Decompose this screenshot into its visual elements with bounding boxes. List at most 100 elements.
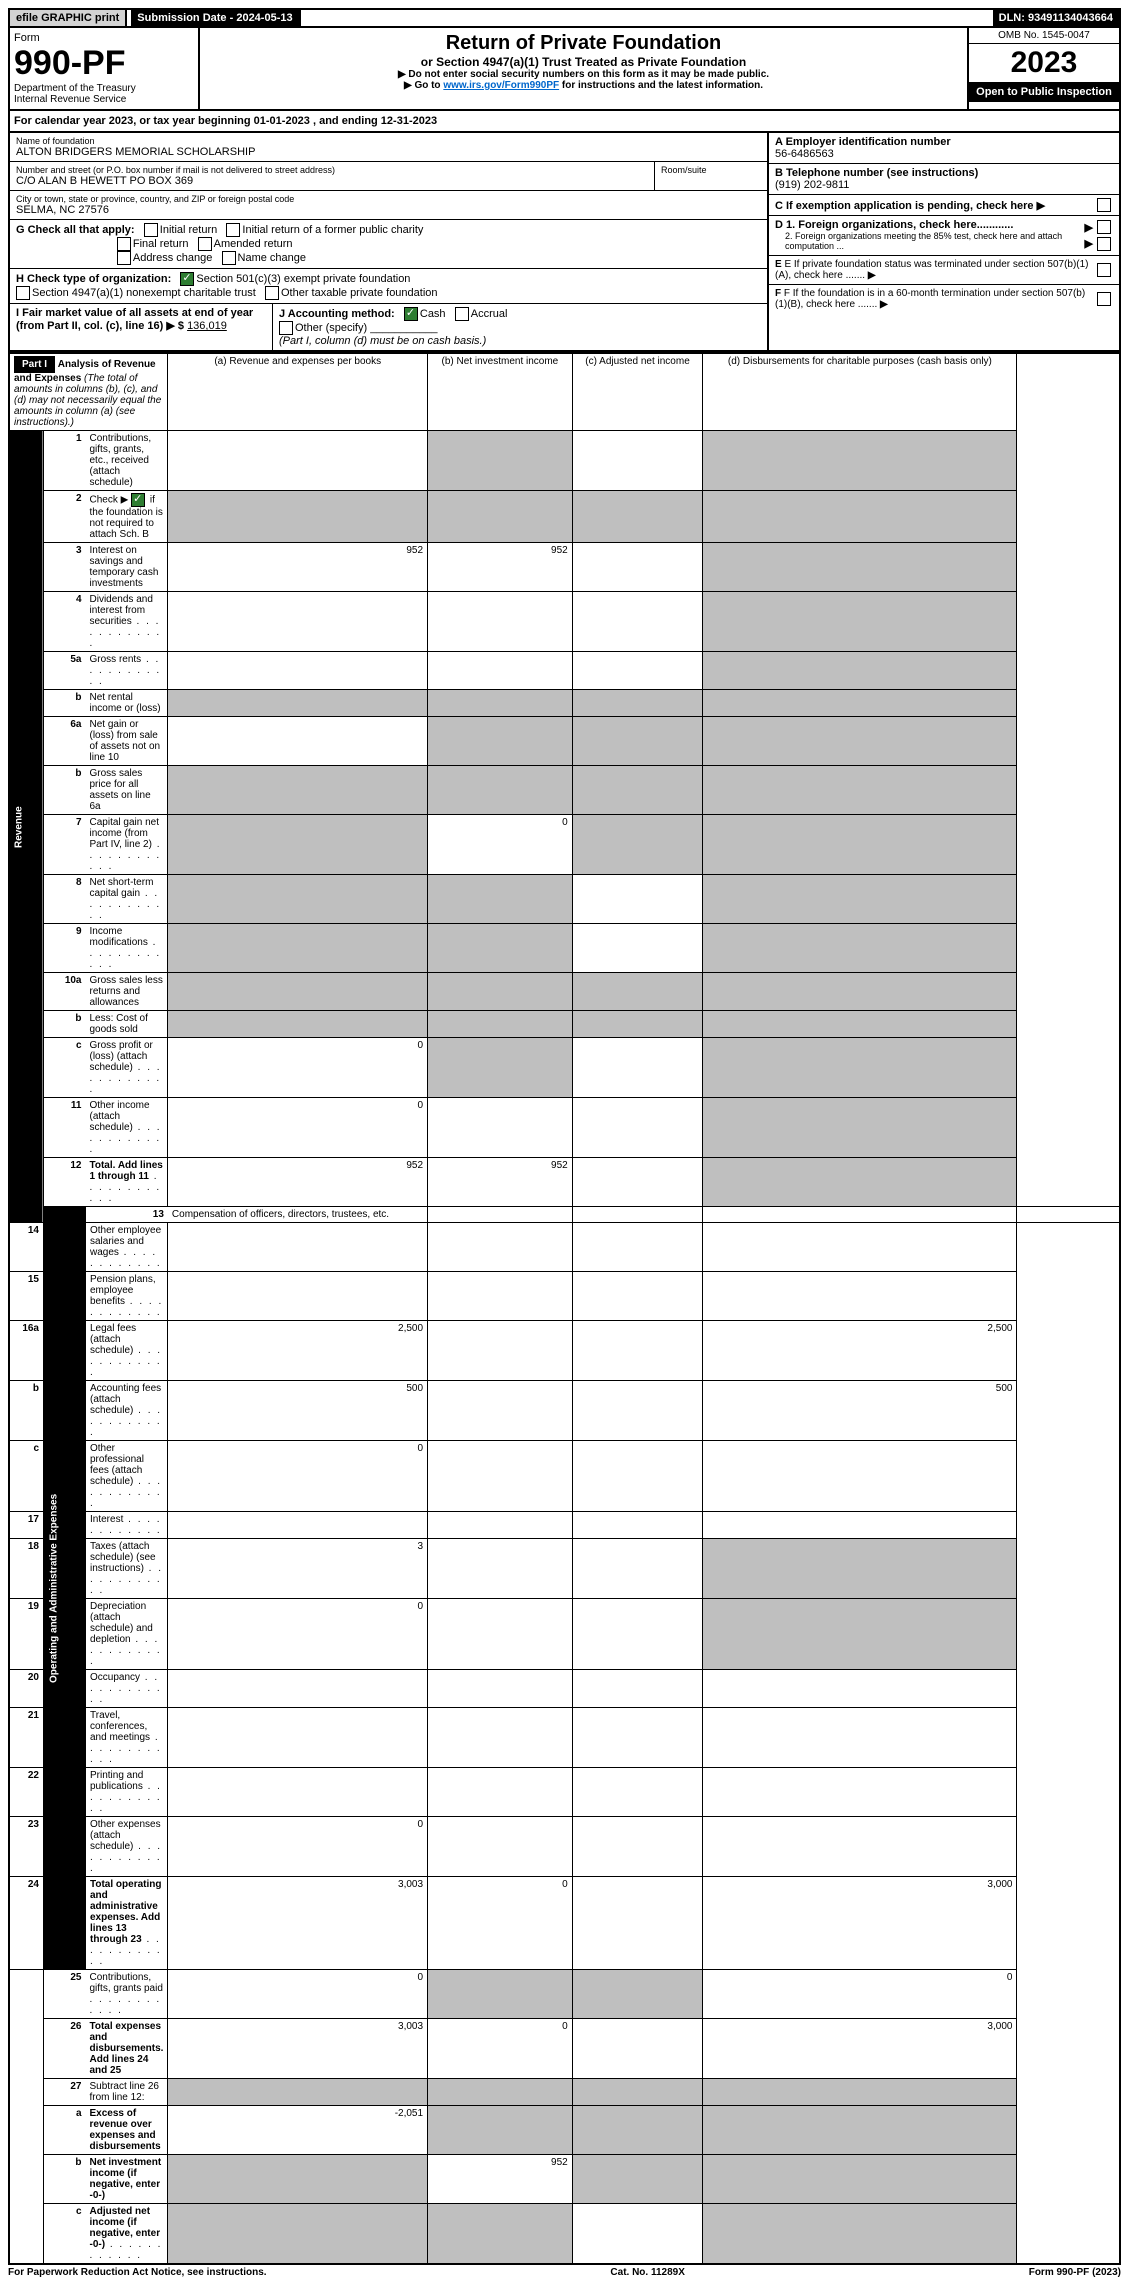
j-accrual: Accrual	[471, 308, 508, 320]
form-number: 990-PF	[14, 44, 194, 83]
part1-label: Part I	[14, 356, 55, 373]
line-3: Interest on savings and temporary cash i…	[86, 543, 168, 592]
subdate-label: Submission Date -	[137, 12, 236, 24]
col-b-header: (b) Net investment income	[428, 353, 573, 431]
irs-label: Internal Revenue Service	[14, 94, 194, 105]
section-h: H Check type of organization: Section 50…	[10, 269, 767, 304]
line-27b-b: 952	[428, 2155, 573, 2204]
g-opt-0: Initial return	[160, 224, 217, 236]
city-value: SELMA, NC 27576	[16, 204, 761, 216]
line-3-a: 952	[168, 543, 428, 592]
line-11: Other income (attach schedule)	[86, 1098, 168, 1158]
fmv-value: 136,019	[187, 320, 227, 332]
line-23-a: 0	[168, 1817, 428, 1877]
submission-date: Submission Date - 2024-05-13	[131, 10, 300, 26]
address-change-checkbox[interactable]	[117, 251, 131, 265]
calendar-year-line: For calendar year 2023, or tax year begi…	[8, 111, 1121, 133]
room-label: Room/suite	[661, 165, 761, 175]
schb-checkbox[interactable]	[131, 493, 145, 507]
line-24-d: 3,000	[703, 1877, 1017, 1970]
line-19: Depreciation (attach schedule) and deple…	[86, 1599, 168, 1670]
f-checkbox[interactable]	[1097, 292, 1111, 306]
h-opt-1: Section 501(c)(3) exempt private foundat…	[196, 273, 410, 285]
line-27: Subtract line 26 from line 12:	[86, 2079, 168, 2106]
line-8: Net short-term capital gain	[86, 875, 168, 924]
d2-checkbox[interactable]	[1097, 237, 1111, 251]
address: C/O ALAN B HEWETT PO BOX 369	[16, 175, 648, 187]
line-27b: Net investment income (if negative, ente…	[86, 2155, 168, 2204]
header-right: OMB No. 1545-0047 2023 Open to Public In…	[967, 28, 1119, 109]
line-27a: Excess of revenue over expenses and disb…	[86, 2106, 168, 2155]
line-21: Travel, conferences, and meetings	[86, 1708, 168, 1768]
h-opt-3: Other taxable private foundation	[281, 287, 438, 299]
line-16a-a: 2,500	[168, 1321, 428, 1381]
line-16c-a: 0	[168, 1441, 428, 1512]
other-taxable-checkbox[interactable]	[265, 286, 279, 300]
addr-label: Number and street (or P.O. box number if…	[16, 165, 648, 175]
line-5a: Gross rents	[86, 652, 168, 690]
4947a1-checkbox[interactable]	[16, 286, 30, 300]
line-18-a: 3	[168, 1539, 428, 1599]
line-24-a: 3,003	[168, 1877, 428, 1970]
name-change-checkbox[interactable]	[222, 251, 236, 265]
line-19-a: 0	[168, 1599, 428, 1670]
d1-checkbox[interactable]	[1097, 220, 1111, 234]
line-11-a: 0	[168, 1098, 428, 1158]
line-20: Occupancy	[86, 1670, 168, 1708]
line-22: Printing and publications	[86, 1768, 168, 1817]
col-a-header: (a) Revenue and expenses per books	[168, 353, 428, 431]
foundation-name: ALTON BRIDGERS MEMORIAL SCHOLARSHIP	[16, 146, 761, 158]
form-subtitle: or Section 4947(a)(1) Trust Treated as P…	[204, 55, 963, 69]
line-1: Contributions, gifts, grants, etc., rece…	[86, 431, 168, 491]
line-26: Total expenses and disbursements. Add li…	[86, 2019, 168, 2079]
e-label: E If private foundation status was termi…	[775, 259, 1089, 281]
form-title: Return of Private Foundation	[204, 32, 963, 55]
col-c-header: (c) Adjusted net income	[572, 353, 703, 431]
initial-former-checkbox[interactable]	[226, 223, 240, 237]
page-footer: For Paperwork Reduction Act Notice, see …	[8, 2265, 1121, 2278]
line-9: Income modifications	[86, 924, 168, 973]
form-label: Form	[14, 32, 194, 44]
line-16b-d: 500	[703, 1381, 1017, 1441]
line-26-d: 3,000	[703, 2019, 1017, 2079]
f-label: F If the foundation is in a 60-month ter…	[775, 288, 1085, 310]
g-opt-1: Initial return of a former public charit…	[242, 224, 423, 236]
form-header: Form 990-PF Department of the Treasury I…	[8, 28, 1121, 111]
efile-print-button[interactable]: efile GRAPHIC print	[10, 10, 127, 26]
city-label: City or town, state or province, country…	[16, 194, 761, 204]
top-bar: efile GRAPHIC print Submission Date - 20…	[8, 8, 1121, 28]
line-26-a: 3,003	[168, 2019, 428, 2079]
line-7: Capital gain net income (from Part IV, l…	[86, 815, 168, 875]
501c3-checkbox[interactable]	[180, 272, 194, 286]
accrual-checkbox[interactable]	[455, 307, 469, 321]
initial-return-checkbox[interactable]	[144, 223, 158, 237]
phone-label: B Telephone number (see instructions)	[775, 167, 978, 179]
line-10b: Less: Cost of goods sold	[86, 1011, 168, 1038]
line-26-b: 0	[428, 2019, 573, 2079]
line-16b: Accounting fees (attach schedule)	[86, 1381, 168, 1441]
amended-return-checkbox[interactable]	[198, 237, 212, 251]
line-12-b: 952	[428, 1158, 573, 1207]
line-10a: Gross sales less returns and allowances	[86, 973, 168, 1011]
part1-table: Part I Analysis of Revenue and Expenses …	[8, 352, 1121, 2265]
ein-value: 56-6486563	[775, 148, 834, 160]
line-25-a: 0	[168, 1970, 428, 2019]
final-return-checkbox[interactable]	[117, 237, 131, 251]
footer-right: Form 990-PF (2023)	[1029, 2267, 1121, 2278]
d2-label: 2. Foreign organizations meeting the 85%…	[775, 231, 1085, 251]
line-15: Pension plans, employee benefits	[86, 1272, 168, 1321]
goto-line: ▶ Go to www.irs.gov/Form990PF for instru…	[204, 80, 963, 91]
goto-suffix: for instructions and the latest informat…	[559, 80, 763, 91]
tax-year: 2023	[969, 44, 1119, 82]
cash-checkbox[interactable]	[404, 307, 418, 321]
g-label: G Check all that apply:	[16, 224, 135, 236]
irs-link[interactable]: www.irs.gov/Form990PF	[443, 80, 559, 91]
line-16c: Other professional fees (attach schedule…	[86, 1441, 168, 1512]
line-24-b: 0	[428, 1877, 573, 1970]
e-checkbox[interactable]	[1097, 263, 1111, 277]
line-2: Check ▶ if the foundation is not require…	[86, 491, 168, 543]
line-25: Contributions, gifts, grants paid	[86, 1970, 168, 2019]
c-checkbox[interactable]	[1097, 198, 1111, 212]
d1-label: D 1. Foreign organizations, check here..…	[775, 219, 1013, 231]
other-method-checkbox[interactable]	[279, 321, 293, 335]
